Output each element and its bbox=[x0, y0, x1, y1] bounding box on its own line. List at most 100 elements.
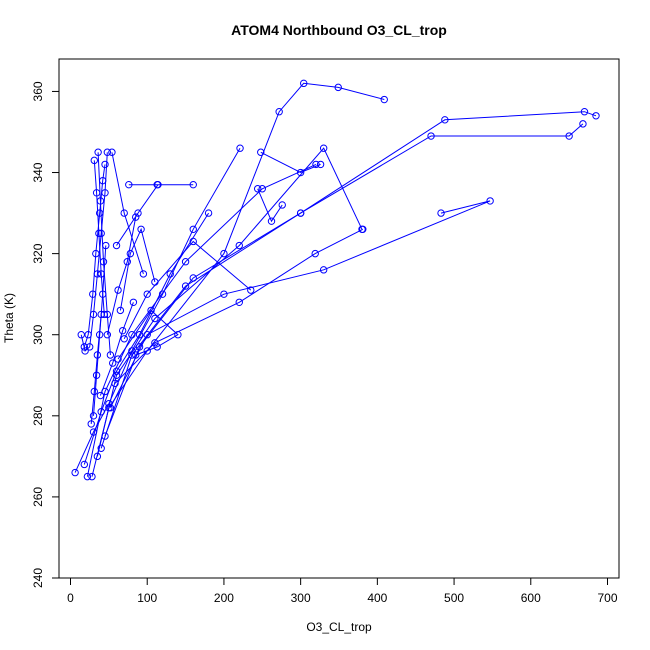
data-point bbox=[80, 460, 89, 469]
data-point bbox=[99, 258, 108, 266]
data-point bbox=[83, 472, 92, 481]
data-point bbox=[125, 180, 133, 189]
data-point bbox=[77, 331, 85, 339]
data-point bbox=[89, 412, 98, 420]
data-point bbox=[129, 298, 138, 306]
x-tick-label: 600 bbox=[521, 591, 541, 605]
series-line bbox=[99, 302, 134, 396]
data-point bbox=[592, 112, 600, 120]
data-point bbox=[151, 314, 159, 323]
data-point bbox=[87, 420, 95, 428]
data-point bbox=[143, 331, 151, 339]
series-line bbox=[104, 123, 584, 437]
data-point bbox=[123, 258, 131, 266]
series-line bbox=[97, 152, 111, 356]
data-point bbox=[158, 290, 167, 298]
data-point bbox=[102, 241, 110, 250]
series bbox=[106, 197, 494, 412]
series bbox=[87, 310, 105, 428]
series-line bbox=[93, 160, 105, 315]
series bbox=[103, 213, 140, 339]
series bbox=[114, 306, 182, 363]
data-point bbox=[174, 331, 182, 339]
data-point bbox=[94, 148, 102, 156]
data-point bbox=[486, 197, 494, 205]
data-point bbox=[84, 331, 92, 339]
series-line bbox=[123, 240, 252, 340]
data-point bbox=[111, 379, 119, 388]
y-tick-label: 300 bbox=[31, 324, 45, 344]
data-point bbox=[114, 286, 122, 294]
series bbox=[96, 298, 138, 400]
series-line bbox=[106, 217, 137, 335]
x-tick-label: 700 bbox=[597, 591, 617, 605]
data-point bbox=[106, 404, 115, 412]
series-line bbox=[117, 309, 179, 360]
data-point bbox=[189, 225, 197, 233]
series bbox=[253, 185, 286, 225]
data-point bbox=[311, 249, 319, 258]
data-point bbox=[296, 168, 305, 177]
data-point bbox=[580, 108, 589, 116]
plot-frame bbox=[58, 58, 620, 579]
data-point bbox=[134, 209, 142, 217]
y-axis: 240 260 280 300 320 340 360 bbox=[31, 81, 59, 588]
data-point bbox=[112, 241, 121, 250]
series-line bbox=[83, 212, 210, 465]
data-point bbox=[71, 468, 79, 477]
series-layer bbox=[71, 79, 600, 481]
x-axis-label: O3_CL_trop bbox=[306, 620, 372, 634]
data-point bbox=[108, 148, 116, 156]
y-axis-label: Theta (K) bbox=[2, 293, 16, 343]
y-tick-label: 320 bbox=[31, 243, 45, 263]
x-tick-label: 500 bbox=[444, 591, 464, 605]
data-point bbox=[90, 387, 98, 396]
data-point bbox=[88, 472, 96, 481]
data-point bbox=[106, 351, 115, 359]
data-point bbox=[101, 160, 109, 169]
data-point bbox=[189, 274, 197, 282]
series-line bbox=[74, 147, 241, 473]
data-point bbox=[319, 144, 328, 152]
data-point bbox=[96, 197, 105, 205]
data-point bbox=[278, 201, 286, 209]
data-point bbox=[97, 444, 105, 452]
data-point bbox=[437, 209, 445, 217]
data-point bbox=[112, 371, 121, 379]
data-point bbox=[92, 249, 100, 258]
data-point bbox=[236, 144, 244, 152]
data-point bbox=[204, 209, 213, 217]
data-point bbox=[116, 306, 125, 315]
x-tick-label: 400 bbox=[367, 591, 387, 605]
data-point bbox=[97, 310, 105, 319]
data-point bbox=[103, 148, 112, 156]
data-point bbox=[101, 432, 109, 440]
x-axis: 0 100 200 300 400 500 600 700 bbox=[67, 578, 618, 605]
series bbox=[93, 144, 366, 461]
data-point bbox=[95, 209, 104, 217]
data-point bbox=[296, 209, 305, 217]
data-point bbox=[275, 108, 283, 116]
data-point bbox=[565, 132, 573, 140]
series bbox=[94, 148, 115, 359]
data-point bbox=[181, 258, 190, 266]
data-point bbox=[380, 95, 388, 104]
data-point bbox=[120, 335, 128, 343]
data-point bbox=[220, 249, 228, 258]
series-line bbox=[111, 152, 144, 275]
series-line bbox=[86, 163, 317, 477]
series-line bbox=[100, 111, 597, 449]
series bbox=[116, 225, 159, 315]
data-point bbox=[267, 217, 276, 225]
data-point bbox=[247, 286, 255, 294]
data-point bbox=[132, 213, 140, 221]
data-point bbox=[147, 306, 155, 315]
series bbox=[111, 225, 367, 388]
data-point bbox=[319, 266, 328, 274]
data-point bbox=[235, 298, 243, 306]
data-point bbox=[135, 331, 144, 339]
series-line bbox=[257, 188, 283, 223]
series-line bbox=[260, 151, 321, 174]
y-tick-label: 260 bbox=[31, 487, 45, 507]
